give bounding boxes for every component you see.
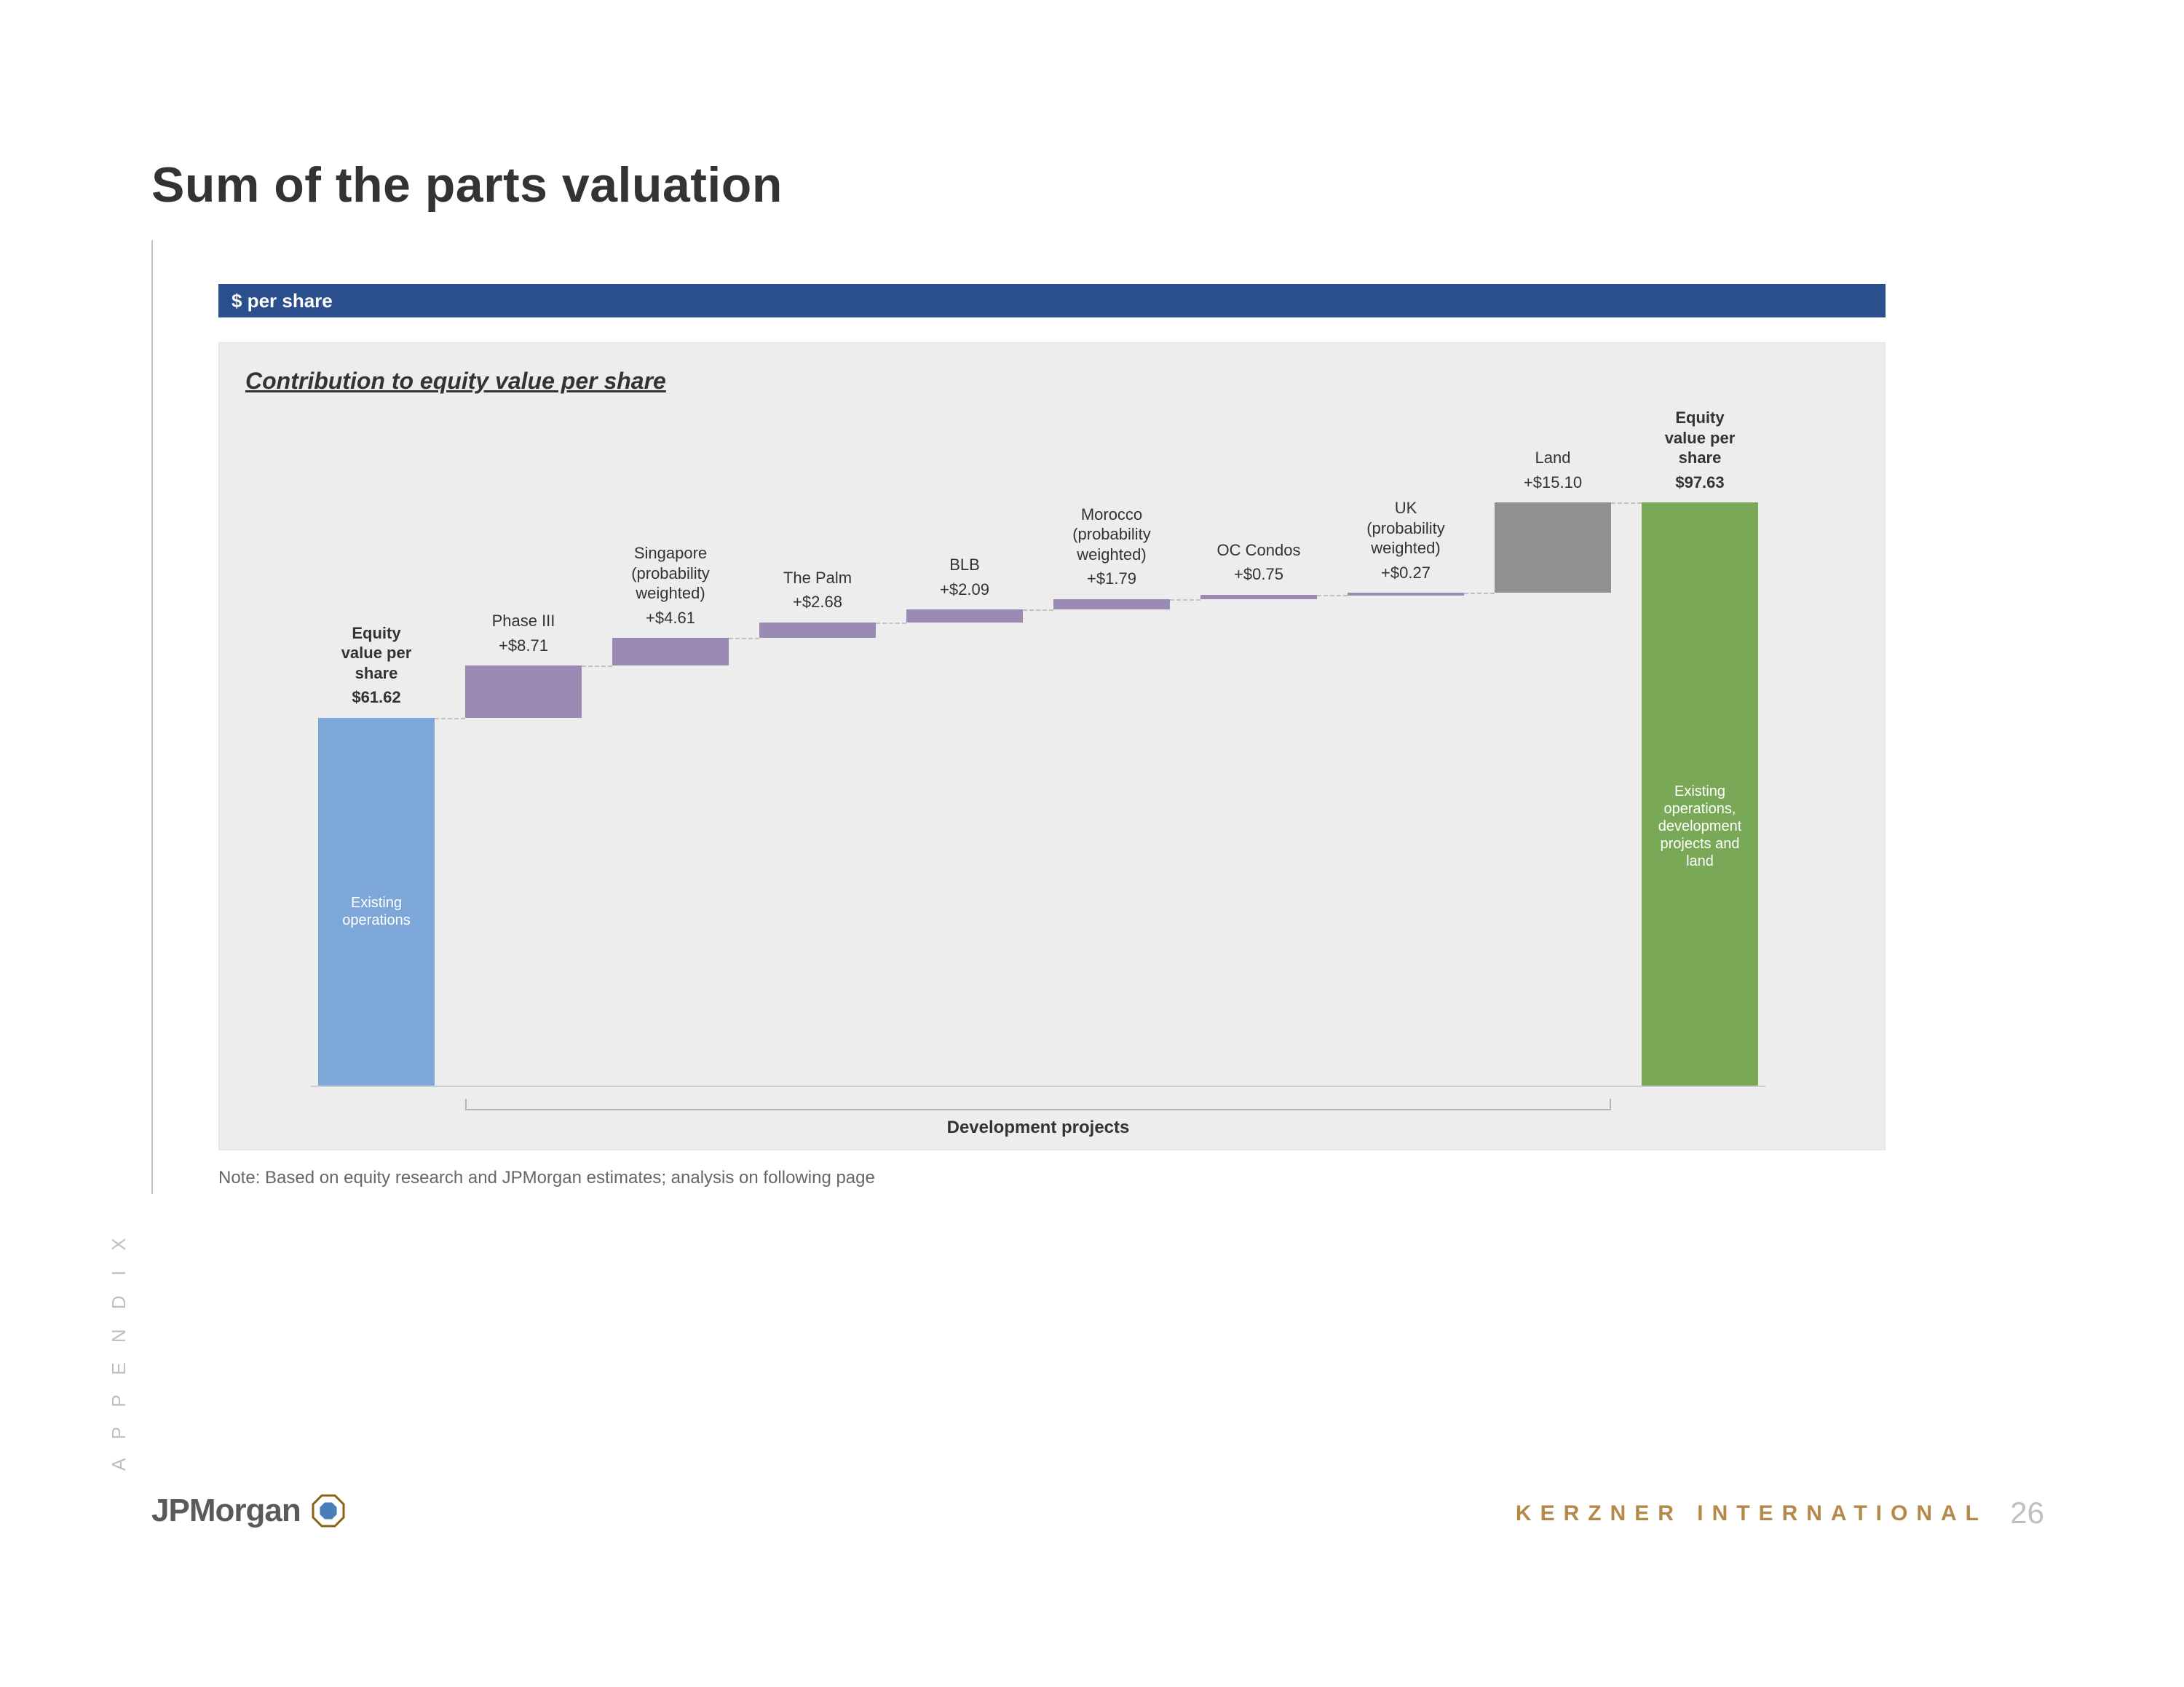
slide-footer: JPMorgan KERZNER INTERNATIONAL 26 xyxy=(0,1493,2184,1551)
waterfall-label-phase3: Phase III+$8.71 xyxy=(451,611,596,655)
waterfall-bar-caption-start: Existingoperations xyxy=(318,894,435,929)
jpmorgan-logo-text: JPMorgan xyxy=(151,1493,301,1529)
waterfall-bar-blb xyxy=(906,609,1023,622)
waterfall-connector xyxy=(1464,593,1495,594)
waterfall-bar-singapore xyxy=(612,638,729,665)
page-number: 26 xyxy=(2010,1496,2044,1530)
waterfall-connector xyxy=(1023,609,1053,611)
waterfall-bar-end: Existingoperations,developmentprojects a… xyxy=(1642,502,1758,1086)
waterfall-label-singapore: Singapore(probabilityweighted)+$4.61 xyxy=(598,543,743,628)
waterfall-connector xyxy=(1611,502,1642,504)
waterfall-connector xyxy=(876,623,906,624)
waterfall-chart: Existingoperations Equityvalue pershare$6… xyxy=(245,416,1861,1086)
waterfall-connector xyxy=(1170,599,1200,601)
waterfall-label-palm: The Palm+$2.68 xyxy=(745,568,890,612)
appendix-side-label: A P P E N D I X xyxy=(108,1230,130,1471)
waterfall-label-blb: BLB+$2.09 xyxy=(892,555,1037,599)
waterfall-label-uk: UK(probabilityweighted)+$0.27 xyxy=(1333,498,1479,582)
client-name: KERZNER INTERNATIONAL xyxy=(1516,1501,1987,1526)
waterfall-bar-palm xyxy=(759,623,876,639)
chart-footnote: Note: Based on equity research and JPMor… xyxy=(218,1168,875,1188)
waterfall-baseline xyxy=(311,1086,1765,1087)
chart-subtitle: Contribution to equity value per share xyxy=(245,368,666,395)
jpmorgan-logo: JPMorgan xyxy=(151,1493,346,1529)
waterfall-label-morocco: Morocco(probabilityweighted)+$1.79 xyxy=(1039,505,1184,589)
development-projects-bracket-label: Development projects xyxy=(465,1118,1611,1138)
waterfall-label-start: Equityvalue pershare$61.62 xyxy=(304,623,449,708)
jpmorgan-octagon-icon xyxy=(311,1493,346,1528)
waterfall-bar-occondos xyxy=(1200,595,1317,599)
waterfall-connector xyxy=(435,718,465,719)
waterfall-bar-morocco xyxy=(1053,599,1170,610)
waterfall-connector xyxy=(1317,595,1348,596)
left-separator-rule xyxy=(151,240,153,1194)
section-header-bar: $ per share xyxy=(218,284,1886,317)
waterfall-bar-phase3 xyxy=(465,665,582,717)
waterfall-label-end: Equityvalue pershare$97.63 xyxy=(1627,408,1773,492)
chart-panel: Contribution to equity value per share E… xyxy=(218,342,1886,1150)
slide-title: Sum of the parts valuation xyxy=(151,157,783,213)
waterfall-bar-caption-end: Existingoperations,developmentprojects a… xyxy=(1642,783,1758,870)
waterfall-label-land: Land+$15.10 xyxy=(1480,448,1626,492)
waterfall-bar-uk xyxy=(1348,593,1464,596)
waterfall-connector xyxy=(582,665,612,667)
waterfall-label-occondos: OC Condos+$0.75 xyxy=(1186,540,1332,585)
waterfall-connector xyxy=(729,638,759,639)
waterfall-bar-land xyxy=(1495,502,1611,593)
waterfall-bar-start: Existingoperations xyxy=(318,718,435,1086)
